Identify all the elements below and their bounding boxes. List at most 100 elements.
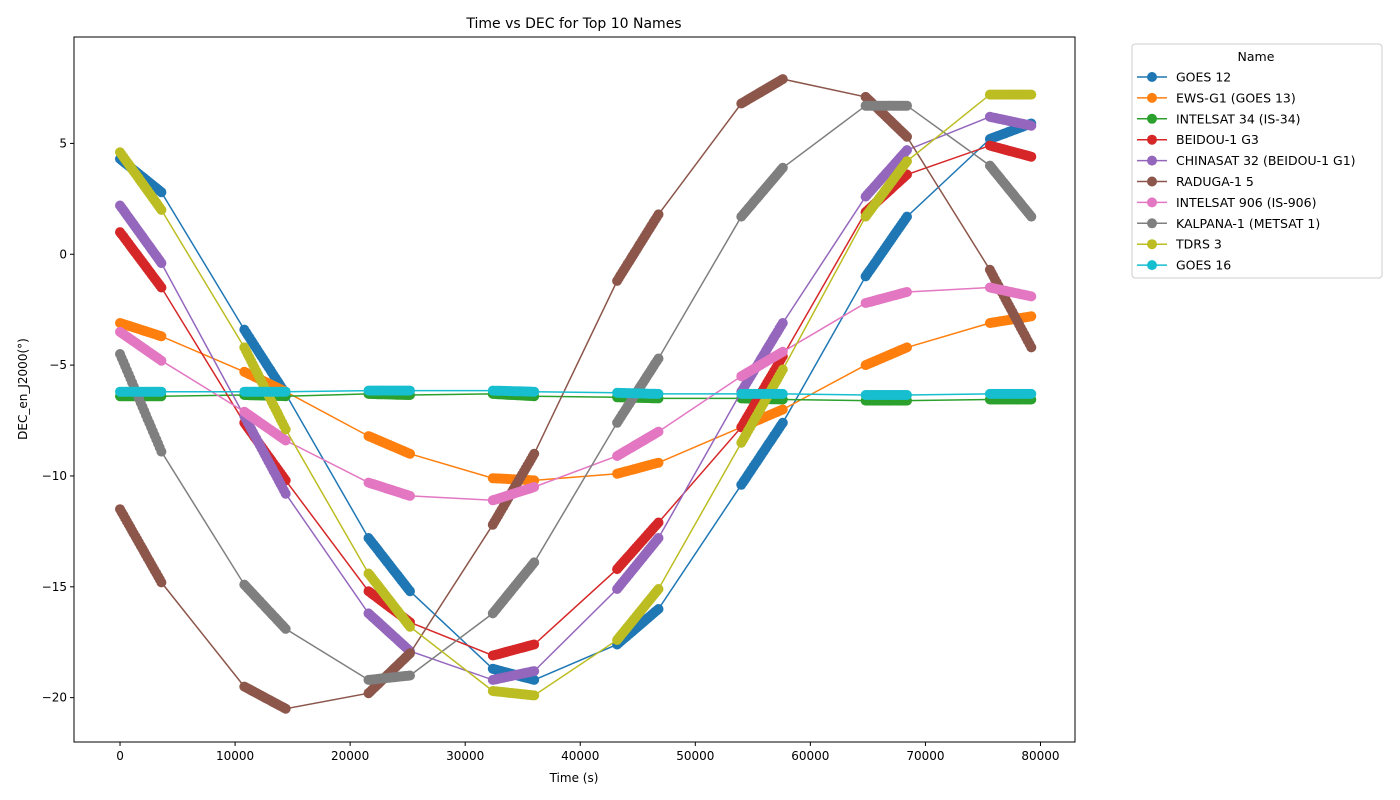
x-tick-label: 40000	[561, 749, 599, 763]
data-point	[777, 346, 788, 357]
data-point	[777, 74, 788, 85]
legend-items: GOES 12 EWS-G1 (GOES 13) INTELSAT 34 (IS-3…	[1137, 70, 1356, 273]
data-point	[156, 204, 167, 215]
legend-item: CHINASAT 32 (BEIDOU-1 G1)	[1137, 153, 1356, 168]
legend-marker	[1147, 92, 1157, 103]
data-point	[529, 557, 540, 568]
x-tick-label: 10000	[216, 749, 254, 763]
legend-label: RADUGA-1 5	[1176, 174, 1254, 189]
legend-title: Name	[1238, 49, 1275, 64]
data-point	[405, 670, 415, 681]
data-point	[156, 577, 167, 588]
legend-marker	[1147, 72, 1157, 82]
data-point	[529, 639, 540, 650]
data-point	[653, 584, 664, 594]
axes-frame	[73, 36, 1076, 743]
data-point	[280, 488, 291, 499]
series-kalpana-1-metsat-1	[115, 100, 1037, 685]
x-tick-label: 0	[116, 749, 124, 763]
data-point	[405, 621, 415, 632]
legend-label: KALPANA-1 (METSAT 1)	[1176, 216, 1320, 231]
legend-item: INTELSAT 34 (IS-34)	[1137, 111, 1301, 126]
data-point	[902, 131, 912, 142]
data-point	[280, 623, 291, 634]
data-point	[653, 353, 664, 364]
plot-area	[115, 74, 1037, 714]
data-point	[529, 666, 540, 677]
legend-marker	[1147, 239, 1157, 250]
y-tick-label: −20	[42, 691, 67, 705]
data-point	[405, 490, 415, 501]
x-tick-label: 20000	[331, 749, 369, 763]
data-point	[156, 282, 167, 293]
legend-item: BEIDOU-1 G3	[1137, 132, 1259, 147]
x-tick-label: 50000	[676, 749, 714, 763]
data-point	[1026, 342, 1037, 353]
x-tick-label: 60000	[791, 749, 829, 763]
legend-label: GOES 12	[1176, 70, 1231, 85]
data-point	[902, 342, 912, 353]
series-intelsat-906-is-906	[115, 282, 1037, 506]
series-goes-16	[115, 385, 1037, 400]
x-tick-label: 80000	[1021, 749, 1059, 763]
data-point	[653, 457, 664, 468]
y-tick-label: −15	[42, 580, 67, 594]
data-point	[529, 448, 540, 459]
legend-marker	[1147, 260, 1157, 271]
legend-marker	[1147, 134, 1157, 145]
legend-marker	[1147, 218, 1157, 229]
data-point	[1026, 120, 1037, 131]
y-tick-label: 5	[59, 136, 67, 150]
data-point	[1026, 211, 1037, 222]
chart-title: Time vs DEC for Top 10 Names	[465, 16, 681, 32]
data-point	[529, 386, 540, 397]
data-point	[777, 162, 788, 173]
legend-label: TDRS 3	[1175, 237, 1222, 252]
data-point	[156, 446, 167, 457]
y-tick-label: −10	[42, 469, 67, 483]
data-point	[156, 187, 167, 198]
legend-item: GOES 16	[1137, 258, 1231, 273]
data-point	[405, 586, 415, 597]
data-point	[902, 287, 912, 297]
legend-marker	[1147, 113, 1157, 124]
data-point	[280, 424, 291, 435]
data-point	[529, 690, 540, 701]
legend-marker	[1147, 155, 1157, 166]
data-point	[902, 156, 912, 167]
data-point	[777, 388, 788, 399]
legend-marker	[1147, 197, 1157, 208]
data-point	[280, 435, 291, 446]
legend-item: INTELSAT 906 (IS-906)	[1137, 195, 1316, 210]
y-axis-title: DEC_en_J2000(°)	[16, 338, 30, 440]
data-point	[405, 648, 415, 659]
legend-item: KALPANA-1 (METSAT 1)	[1137, 216, 1320, 231]
data-point	[902, 145, 912, 156]
data-point	[156, 355, 167, 366]
data-point	[777, 404, 788, 415]
x-tick-label: 30000	[446, 749, 484, 763]
legend-item: EWS-G1 (GOES 13)	[1137, 90, 1296, 105]
x-axis-title: Time (s)	[549, 771, 599, 785]
x-tick-label: 70000	[906, 749, 944, 763]
legend-label: GOES 16	[1176, 258, 1231, 273]
data-point	[156, 386, 167, 397]
legend-label: INTELSAT 906 (IS-906)	[1176, 195, 1316, 210]
data-point	[405, 448, 415, 459]
legend-item: GOES 12	[1137, 70, 1231, 85]
legend-item: TDRS 3	[1137, 237, 1222, 252]
legend-item: RADUGA-1 5	[1137, 174, 1254, 189]
data-point	[1026, 388, 1037, 399]
data-point	[280, 703, 291, 714]
data-point	[529, 482, 540, 492]
legend-label: BEIDOU-1 G3	[1176, 132, 1259, 147]
y-tick-label: −5	[49, 358, 67, 372]
legend-marker	[1147, 176, 1157, 187]
data-point	[156, 258, 167, 269]
series-tdrs-3	[115, 89, 1037, 701]
legend-box	[1131, 43, 1383, 279]
data-point	[653, 533, 664, 543]
data-point	[1026, 89, 1037, 100]
legend-label: INTELSAT 34 (IS-34)	[1176, 111, 1301, 126]
